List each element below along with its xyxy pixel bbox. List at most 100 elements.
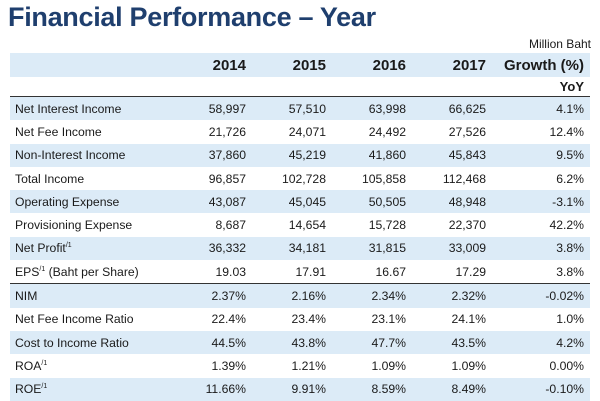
cell-value: 14,654	[250, 213, 330, 237]
cell-growth: 3.8%	[490, 236, 590, 261]
row-label-text: ROA	[15, 358, 42, 373]
cell-value: 96,857	[170, 166, 250, 191]
cell-value: 112,468	[410, 166, 490, 191]
table-row: Operating Expense 43,087 45,045 50,505 48,94…	[10, 190, 590, 214]
cell-value: 37,860	[170, 143, 250, 167]
cell-value: 43,087	[170, 190, 250, 214]
header-year: 2017	[410, 53, 490, 77]
cell-value: 27,526	[410, 120, 490, 144]
header-year: 2016	[330, 53, 410, 77]
cell-value: 8,687	[170, 213, 250, 237]
table-row: Non-Interest Income 37,860 45,219 41,860 45,…	[10, 143, 590, 167]
cell-value: 102,728	[250, 166, 330, 191]
cell-growth: 42.2%	[490, 213, 590, 237]
cell-value: 8.49%	[410, 377, 490, 401]
table-body: Net Interest Income 58,997 57,510 63,998 66,…	[10, 96, 590, 401]
row-label-text: Non-Interest Income	[15, 148, 126, 163]
cell-value: 11.66%	[170, 377, 250, 401]
header-blank	[10, 53, 170, 77]
footnote-marker: /1	[41, 383, 48, 391]
cell-value: 1.09%	[330, 354, 410, 378]
row-label-text: Net Fee Income Ratio	[15, 312, 134, 327]
cell-growth: 3.8%	[490, 260, 590, 284]
cell-value: 15,728	[330, 213, 410, 237]
row-label: Net Fee Income	[10, 120, 170, 144]
cell-value: 19.03	[170, 260, 250, 284]
table-row: Net Interest Income 58,997 57,510 63,998 66,…	[10, 96, 590, 121]
row-label-text: Cost to Income Ratio	[15, 335, 129, 350]
cell-value: 63,998	[330, 96, 410, 121]
header-subrow: YoY	[10, 77, 590, 97]
cell-value: 45,045	[250, 190, 330, 214]
cell-value: 45,219	[250, 143, 330, 167]
row-label: Provisioning Expense	[10, 213, 170, 237]
table-row: Net Fee Income Ratio 22.4% 23.4% 23.1% 24.1%…	[10, 307, 590, 331]
row-label-text: Provisioning Expense	[15, 218, 133, 233]
row-label-text: Operating Expense	[15, 194, 120, 209]
cell-value: 1.39%	[170, 354, 250, 378]
table-row: Net Fee Income 21,726 24,071 24,492 27,526 12…	[10, 120, 590, 144]
cell-value: 105,858	[330, 166, 410, 191]
cell-value: 34,181	[250, 236, 330, 261]
cell-value: 2.34%	[330, 283, 410, 308]
cell-value: 23.4%	[250, 307, 330, 331]
cell-value: 44.5%	[170, 330, 250, 355]
row-label: EPS/1 (Baht per Share)	[10, 260, 170, 284]
page-title: Financial Performance – Year	[8, 2, 376, 32]
cell-value: 17.29	[410, 260, 490, 284]
cell-value: 24,071	[250, 120, 330, 144]
cell-value: 36,332	[170, 236, 250, 261]
cell-value: 33,009	[410, 236, 490, 261]
footnote-marker: /1	[39, 265, 46, 273]
row-label: ROA/1	[10, 354, 170, 378]
cell-value: 1.09%	[410, 354, 490, 378]
cell-value: 24.1%	[410, 307, 490, 331]
header-year: 2014	[170, 53, 250, 77]
cell-value: 2.16%	[250, 283, 330, 308]
financial-table: 2014 2015 2016 2017 Growth (%) YoY Net I…	[10, 53, 590, 401]
header-year: 2015	[250, 53, 330, 77]
cell-value: 43.8%	[250, 330, 330, 355]
table-row: Net Profit/1 36,332 34,181 31,815 33,009 3.8%	[10, 236, 590, 261]
row-label-text: Net Interest Income	[15, 101, 122, 116]
header-growth-sub: YoY	[490, 77, 590, 97]
cell-value: 57,510	[250, 96, 330, 121]
cell-value: 2.32%	[410, 283, 490, 308]
table-row: Total Income 96,857 102,728 105,858 112,468 6…	[10, 166, 590, 191]
row-label-text: EPS	[15, 264, 40, 279]
cell-value: 16.67	[330, 260, 410, 284]
cell-growth: 6.2%	[490, 166, 590, 191]
row-label-text: Net Fee Income	[15, 124, 102, 139]
row-label: Operating Expense	[10, 190, 170, 214]
table-row: EPS/1 (Baht per Share) 19.03 17.91 16.67 17.…	[10, 260, 590, 284]
cell-value: 31,815	[330, 236, 410, 261]
row-label: Total Income	[10, 166, 170, 191]
cell-growth: 0.00%	[490, 354, 590, 378]
cell-value: 21,726	[170, 120, 250, 144]
cell-value: 41,860	[330, 143, 410, 167]
cell-value: 58,997	[170, 96, 250, 121]
cell-value: 50,505	[330, 190, 410, 214]
table-row: ROA/1 1.39% 1.21% 1.09% 1.09% 0.00%	[10, 354, 590, 378]
row-label-text: ROE	[15, 382, 42, 397]
cell-value: 9.91%	[250, 377, 330, 401]
cell-growth: 4.1%	[490, 96, 590, 121]
cell-value: 43.5%	[410, 330, 490, 355]
footnote-marker: /1	[65, 242, 72, 250]
row-label: NIM	[10, 283, 170, 308]
table-row: ROE/1 11.66% 9.91% 8.59% 8.49% -0.10%	[10, 377, 590, 401]
cell-value: 8.59%	[330, 377, 410, 401]
row-label: Net Fee Income Ratio	[10, 307, 170, 331]
table-row: Provisioning Expense 8,687 14,654 15,728 22,…	[10, 213, 590, 237]
cell-growth: 1.0%	[490, 307, 590, 331]
row-label-text: Net Profit	[15, 241, 66, 256]
row-label: Net Interest Income	[10, 96, 170, 121]
cell-value: 17.91	[250, 260, 330, 284]
cell-value: 45,843	[410, 143, 490, 167]
cell-value: 23.1%	[330, 307, 410, 331]
cell-growth: -0.02%	[490, 283, 590, 308]
cell-value: 1.21%	[250, 354, 330, 378]
header-row: 2014 2015 2016 2017 Growth (%)	[10, 53, 590, 77]
cell-growth: 9.5%	[490, 143, 590, 167]
row-label: Non-Interest Income	[10, 143, 170, 167]
